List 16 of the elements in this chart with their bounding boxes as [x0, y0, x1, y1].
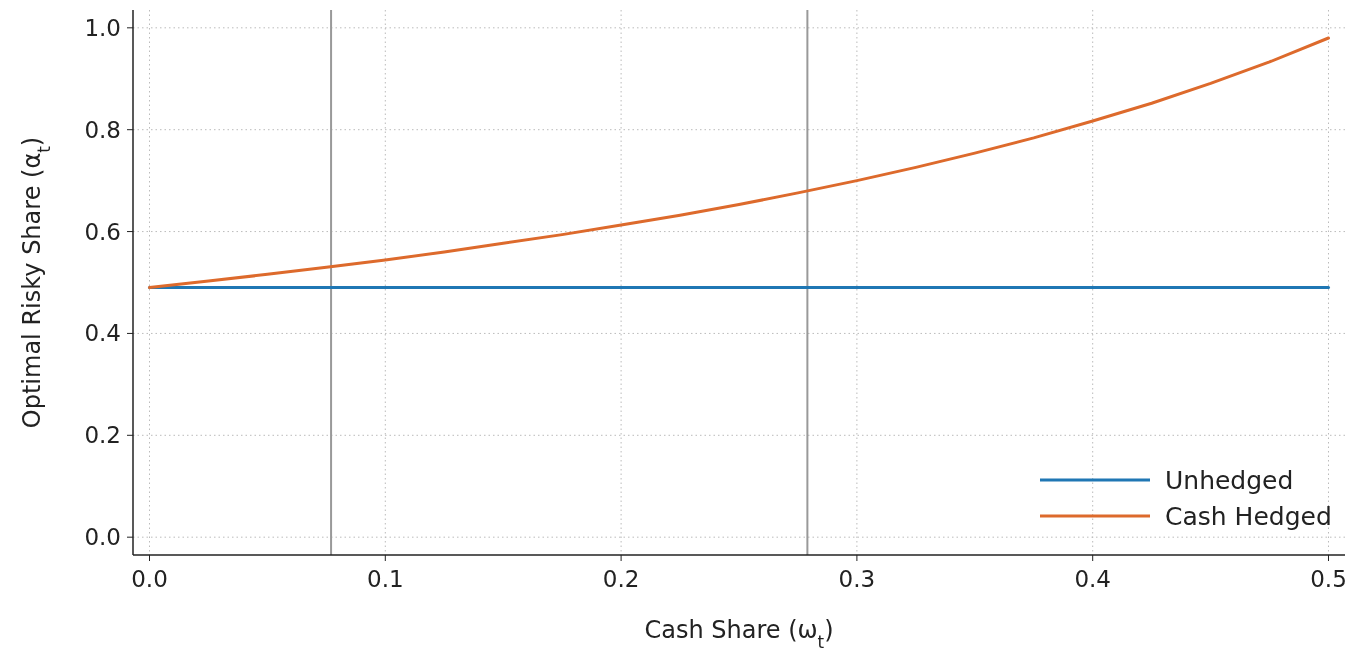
- y-tick-label: 0.2: [84, 422, 121, 449]
- line-series: [148, 36, 1330, 290]
- x-tick-label: 0.2: [602, 566, 640, 592]
- x-tick-label: 0.0: [131, 566, 168, 592]
- legend-label: Unhedged: [1165, 465, 1294, 495]
- legend-label: Cash Hedged: [1165, 501, 1332, 531]
- y-tick-label: 0.6: [84, 218, 121, 245]
- x-tick-label: 0.4: [1074, 566, 1111, 592]
- y-tick-label: 0.8: [84, 116, 121, 143]
- x-tick-label: 0.1: [367, 566, 404, 592]
- y-tick-label: 0.4: [84, 320, 121, 347]
- x-axis-title: Cash Share (ω$_{t}$): [644, 616, 834, 650]
- y-tick-label: 1.0: [84, 14, 121, 41]
- x-tick-label: 0.3: [838, 566, 876, 592]
- y-tick-label: 0.0: [84, 524, 121, 551]
- x-tick-label: 0.5: [1310, 566, 1347, 592]
